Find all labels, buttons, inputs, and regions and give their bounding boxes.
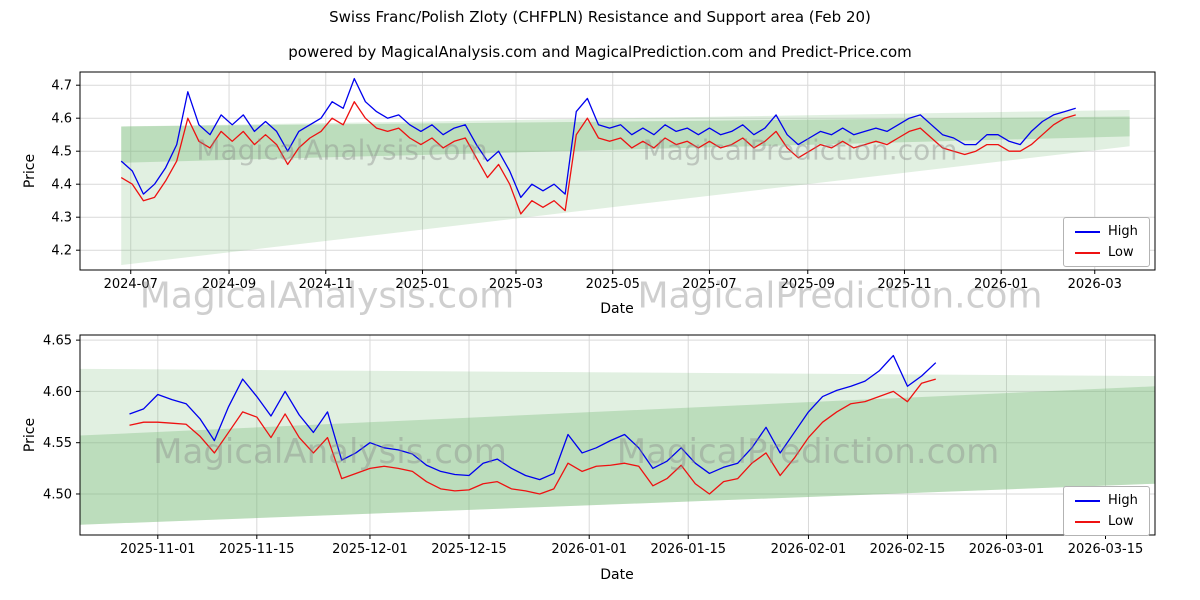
y-tick-label: 4.2: [51, 244, 72, 259]
plot-border: [79, 71, 1156, 271]
y-tick-label: 4.4: [51, 178, 72, 193]
x-tick-label: 2026-02-01: [771, 542, 847, 557]
x-tick-label: 2025-11-15: [219, 542, 295, 557]
x-tick-label: 2026-01: [974, 277, 1028, 292]
low-line-swatch: [1075, 520, 1100, 523]
y-tick-label: 4.50: [43, 487, 72, 502]
x-tick-label: 2026-01-01: [551, 542, 627, 557]
low-line-swatch: [1075, 251, 1100, 254]
legend-label-high: High: [1108, 493, 1138, 508]
y-tick-label: 4.65: [43, 334, 72, 349]
support-resistance-inner-area: [80, 386, 1155, 525]
y-tick-label: 4.3: [51, 211, 72, 226]
x-tick-label: 2025-11: [877, 277, 931, 292]
high-line-swatch: [1075, 499, 1100, 502]
x-tick-label: 2025-07: [682, 277, 736, 292]
bottom-x-axis-label: Date: [600, 567, 634, 583]
bottom-y-axis-label: Price: [22, 417, 38, 453]
x-tick-label: 2025-09: [781, 277, 835, 292]
x-tick-label: 2026-03-15: [1068, 542, 1144, 557]
y-tick-label: 4.5: [51, 145, 72, 160]
x-tick-label: 2025-12-15: [431, 542, 507, 557]
bottom-legend: High Low: [1063, 486, 1150, 536]
x-tick-label: 2025-01: [395, 277, 449, 292]
bottom-chart-canvas: 2025-11-01 2025-11-15 2025-12-01 2025-12-15…: [43, 334, 1156, 557]
legend-label-low: Low: [1108, 514, 1134, 529]
low-series-line: [120, 101, 1076, 215]
x-tick-label: 2024-11: [299, 277, 353, 292]
legend-label-low: Low: [1108, 245, 1134, 260]
support-resistance-outer-area: [121, 109, 1130, 266]
x-tick-label: 2025-11-01: [120, 542, 196, 557]
top-legend: High Low: [1063, 217, 1150, 267]
low-series-line: [129, 378, 936, 495]
legend-label-high: High: [1108, 224, 1138, 239]
top-x-axis-label: Date: [600, 301, 634, 317]
legend-row-high: High: [1075, 493, 1138, 508]
legend-row-high: High: [1075, 224, 1138, 239]
top-chart-canvas: 2024-07 2024-09 2024-11 2025-01 2025-03 2025-…: [51, 71, 1156, 292]
page-title: Swiss Franc/Polish Zloty (CHFPLN) Resist…: [329, 8, 871, 26]
top-chart: 2024-07 2024-09 2024-11 2025-01 2025-03 2025-…: [51, 71, 1156, 292]
support-resistance-outer-area: [80, 368, 1155, 525]
legend-row-low: Low: [1075, 514, 1138, 529]
x-tick-label: 2024-07: [104, 277, 158, 292]
x-tick-label: 2025-03: [489, 277, 543, 292]
bottom-chart: 2025-11-01 2025-11-15 2025-12-01 2025-12-15…: [43, 334, 1156, 557]
x-tick-label: 2026-03-01: [969, 542, 1045, 557]
x-tick-label: 2026-02-15: [870, 542, 946, 557]
y-tick-label: 4.60: [43, 385, 72, 400]
x-tick-label: 2026-01-15: [650, 542, 726, 557]
legend-row-low: Low: [1075, 245, 1138, 260]
high-series-line: [129, 354, 937, 481]
page-subtitle: powered by MagicalAnalysis.com and Magic…: [288, 43, 912, 61]
x-tick-label: 2025-12-01: [332, 542, 408, 557]
x-tick-label: 2025-05: [586, 277, 640, 292]
top-y-axis-label: Price: [22, 153, 38, 189]
y-tick-label: 4.6: [51, 112, 72, 127]
y-tick-label: 4.7: [51, 79, 72, 94]
high-line-swatch: [1075, 230, 1100, 233]
y-tick-label: 4.55: [43, 436, 72, 451]
high-series-line: [120, 77, 1076, 199]
x-tick-label: 2026-03: [1068, 277, 1122, 292]
plot-border: [79, 334, 1156, 536]
x-tick-label: 2024-09: [202, 277, 256, 292]
